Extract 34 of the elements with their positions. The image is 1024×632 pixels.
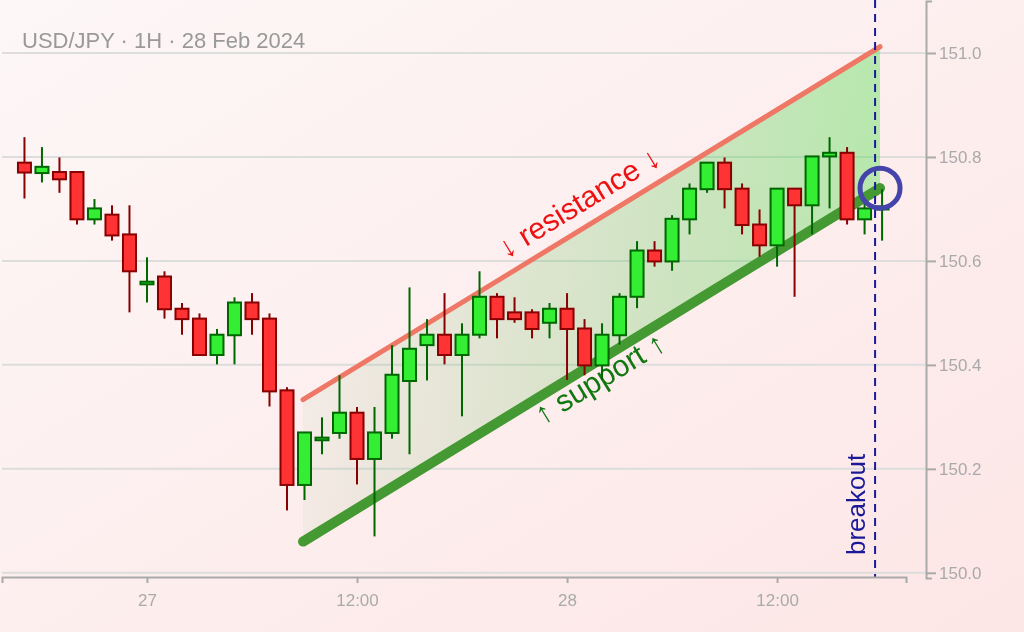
candlestick <box>51 156 67 194</box>
candlestick <box>174 302 190 336</box>
y-tick-label: 150.0 <box>939 563 982 583</box>
candlestick <box>209 328 225 366</box>
candlestick <box>419 318 435 382</box>
candlestick <box>454 322 470 418</box>
candlestick <box>244 292 260 336</box>
candlestick <box>752 208 768 258</box>
candlestick <box>314 416 330 456</box>
candlestick <box>437 292 453 366</box>
x-tick-label: 12:00 <box>336 591 379 611</box>
candlestick <box>86 198 102 226</box>
candlestick <box>104 204 120 242</box>
x-tick-label: 27 <box>138 591 157 611</box>
ref-line-label: breakout <box>841 453 872 555</box>
y-tick-label: 150.6 <box>939 251 982 271</box>
candlestick <box>647 240 663 268</box>
x-tick-label: 28 <box>558 591 577 611</box>
text: USD/JPY · 1H · 28 Feb 2024 <box>22 28 306 53</box>
x-tick-label: 12:00 <box>756 591 799 611</box>
candlestick <box>542 302 558 340</box>
candlestick <box>34 146 50 184</box>
y-tick-label: 151.0 <box>939 43 982 63</box>
candlestick <box>507 296 523 324</box>
candlestick <box>332 374 348 440</box>
candlestick <box>524 308 540 340</box>
candlestick <box>139 256 155 304</box>
candlestick <box>787 187 803 298</box>
y-tick-label: 150.4 <box>939 355 982 375</box>
y-tick-label: 150.8 <box>939 147 982 167</box>
candlestick <box>489 292 505 340</box>
candlestick <box>822 136 838 210</box>
y-tick-label: 150.2 <box>939 459 982 479</box>
candlestick <box>16 136 32 200</box>
